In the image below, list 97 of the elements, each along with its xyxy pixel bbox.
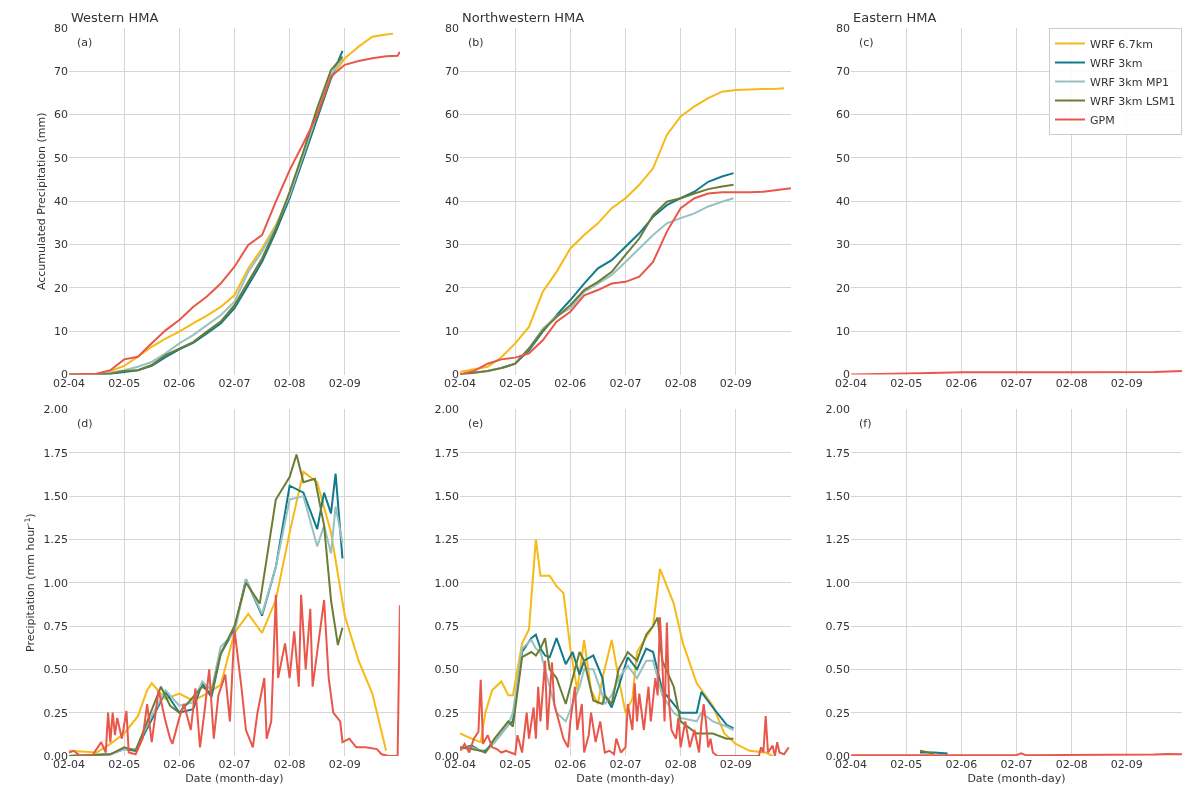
x-tick-label: 02-09 [1110, 376, 1143, 390]
y-tick-label: 30 [836, 238, 851, 252]
y-tick-label: 80 [445, 21, 460, 35]
annotation: (f) [859, 417, 872, 430]
y-tick-label: 1.75 [434, 446, 460, 460]
legend-label: WRF 6.7km [1090, 37, 1153, 51]
x-axis-title: Date (month-day) [967, 772, 1066, 786]
y-axis-title: Accumulated Precipitation (mm) [34, 112, 48, 291]
x-tick-label: 02-05 [499, 376, 532, 390]
y-tick-label: 10 [445, 325, 460, 339]
x-tick-label: 02-08 [273, 376, 306, 390]
y-tick-label: 80 [54, 21, 68, 35]
x-tick-label: 02-07 [1000, 758, 1033, 771]
y-tick-label: 1.25 [825, 533, 851, 547]
x-tick-label: 02-06 [163, 376, 196, 390]
x-tick-label: 02-08 [664, 376, 697, 390]
y-tick-label: 1.25 [434, 533, 460, 547]
y-tick-label: 30 [54, 238, 68, 252]
x-tick-label: 02-05 [890, 376, 923, 390]
y-tick-label: 50 [836, 151, 851, 165]
y-tick-label: 1.50 [825, 489, 851, 503]
y-tick-label: 50 [54, 151, 68, 165]
y-tick-label: 60 [445, 108, 460, 122]
chart-title: Western HMA [71, 10, 159, 25]
annotation: (a) [77, 36, 93, 49]
y-tick-label: 0.50 [43, 663, 68, 677]
x-axis-title: Date (month-day) [185, 772, 284, 786]
x-tick-label: 02-05 [108, 758, 141, 771]
y-tick-label: 0.75 [434, 619, 460, 633]
x-tick-label: 02-08 [1055, 376, 1088, 390]
x-tick-label: 02-07 [218, 758, 251, 771]
legend-label: WRF 3km [1090, 56, 1143, 70]
annotation: (d) [77, 417, 93, 430]
y-tick-label: 20 [445, 281, 460, 295]
x-tick-label: 02-06 [163, 758, 196, 771]
legend-label: WRF 3km LSM1 [1090, 94, 1176, 108]
x-tick-label: 02-09 [719, 376, 752, 390]
y-tick-label: 70 [54, 65, 68, 79]
x-tick-label: 02-05 [499, 758, 532, 771]
y-tick-label: 0.25 [43, 706, 68, 720]
x-tick-label: 02-06 [945, 376, 978, 390]
x-tick-label: 02-06 [554, 376, 587, 390]
y-tick-label: 10 [836, 325, 851, 339]
x-axis-title: Date (month-day) [576, 772, 675, 786]
y-tick-label: 0.25 [825, 706, 851, 720]
y-tick-label: 1.75 [825, 446, 851, 460]
y-tick-label: 0.50 [434, 663, 460, 677]
y-tick-label: 20 [54, 281, 68, 295]
x-tick-label: 02-09 [328, 376, 361, 390]
y-tick-label: 1.50 [434, 489, 460, 503]
x-tick-label: 02-07 [1000, 376, 1033, 390]
x-tick-label: 02-05 [108, 376, 141, 390]
y-tick-label: 40 [836, 195, 851, 209]
y-tick-label: 70 [445, 65, 460, 79]
chart-title: Eastern HMA [853, 10, 937, 25]
x-tick-label: 02-07 [609, 758, 642, 771]
y-tick-label: 2.00 [43, 403, 68, 417]
annotation: (c) [859, 36, 874, 49]
y-tick-label: 0.75 [825, 619, 851, 633]
y-tick-label: 1.75 [43, 446, 68, 460]
x-tick-label: 02-09 [328, 758, 361, 771]
y-tick-label: 2.00 [825, 403, 851, 417]
x-tick-label: 02-07 [609, 376, 642, 390]
y-tick-label: 0.25 [434, 706, 460, 720]
x-tick-label: 02-06 [554, 758, 587, 771]
y-tick-label: 40 [445, 195, 460, 209]
x-tick-label: 02-07 [218, 376, 251, 390]
y-tick-label: 60 [836, 108, 851, 122]
y-tick-label: 40 [54, 195, 68, 209]
y-tick-label: 60 [54, 108, 68, 122]
y-tick-label: 0.75 [43, 619, 68, 633]
y-tick-label: 30 [445, 238, 460, 252]
legend-label: GPM [1090, 113, 1115, 127]
y-tick-label: 1.00 [43, 576, 68, 590]
x-tick-label: 02-09 [719, 758, 752, 771]
x-tick-label: 02-08 [273, 758, 306, 771]
y-tick-label: 1.25 [43, 533, 68, 547]
y-tick-label: 1.00 [434, 576, 460, 590]
line-series [460, 187, 791, 375]
y-tick-label: 70 [836, 65, 851, 79]
legend-label: WRF 3km MP1 [1090, 75, 1170, 89]
x-tick-label: 02-06 [945, 758, 978, 771]
x-tick-label: 02-08 [1055, 758, 1088, 771]
y-tick-label: 10 [54, 325, 68, 339]
y-tick-label: 0.50 [825, 663, 851, 677]
y-tick-label: 50 [445, 151, 460, 165]
x-tick-label: 02-05 [890, 758, 923, 771]
y-tick-label: 2.00 [434, 403, 460, 417]
y-tick-label: 80 [836, 21, 851, 35]
chart-title: Northwestern HMA [462, 10, 585, 25]
x-tick-label: 02-09 [1110, 758, 1143, 771]
y-tick-label: 1.50 [43, 489, 68, 503]
annotation: (e) [468, 417, 484, 430]
x-tick-label: 02-08 [664, 758, 697, 771]
y-tick-label: 20 [836, 281, 851, 295]
y-tick-label: 1.00 [825, 576, 851, 590]
annotation: (b) [468, 36, 484, 49]
